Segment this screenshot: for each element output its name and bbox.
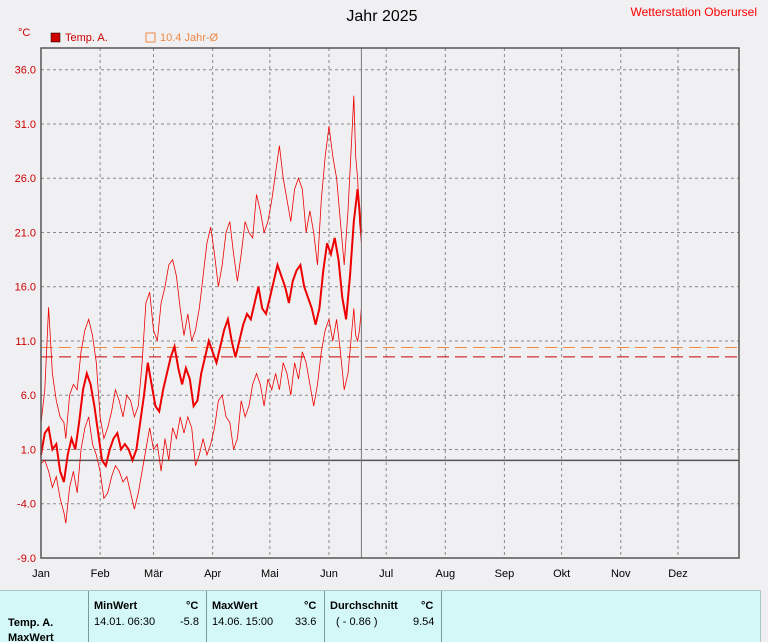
legend-label-avg: 10.4 Jahr-Ø [160, 32, 219, 44]
y-tick-label: 1.0 [21, 444, 36, 456]
y-unit-label: °C [18, 27, 30, 39]
x-axis: Jan Feb Mär Apr Mai Jun Jul Aug Sep Okt Nov Dez [32, 568, 688, 580]
series-max-line [40, 95, 362, 441]
x-tick-label: Nov [611, 568, 631, 580]
stats-max-value: 33.6 [295, 616, 317, 628]
stats-avg-delta: ( - 0.86 ) [336, 616, 378, 628]
x-tick-label: Sep [495, 568, 515, 580]
stats-max-title: MaxWert [212, 600, 258, 612]
stats-row-label-temp: Temp. A. [8, 617, 54, 629]
stats-row-label-max: MaxWert [8, 632, 54, 642]
station-name: Wetterstation Oberursel [631, 5, 758, 19]
plot-frame [40, 47, 740, 559]
stats-min-value: -5.8 [180, 616, 199, 628]
y-tick-label: 16.0 [15, 282, 36, 294]
stats-max-date: 14.06. 15:00 [212, 616, 274, 628]
x-tick-label: Apr [204, 568, 221, 580]
y-tick-label: 11.0 [15, 336, 36, 348]
x-tick-label: Aug [436, 568, 456, 580]
legend-swatch-temp [50, 32, 61, 43]
grid [41, 48, 739, 559]
x-tick-label: Jul [379, 568, 393, 580]
x-tick-label: Jan [32, 568, 50, 580]
stats-separator [324, 591, 325, 642]
x-tick-label: Mär [144, 568, 163, 580]
y-tick-label: 21.0 [15, 227, 36, 239]
legend: Temp. A. 10.4 Jahr-Ø [50, 32, 219, 44]
series-min-line [40, 308, 362, 524]
temperature-chart: Jahr 2025 Wetterstation Oberursel °C Tem… [15, 5, 758, 580]
legend-label-temp: Temp. A. [65, 32, 108, 44]
x-tick-label: Jun [320, 568, 338, 580]
stats-avg-title: Durchschnitt [330, 600, 398, 612]
stats-min-title: MinWert [94, 600, 138, 612]
plot-area [41, 48, 739, 558]
series-mean-line [40, 188, 363, 483]
stats-avg-value: 9.54 [413, 616, 435, 628]
y-tick-label: 31.0 [15, 119, 36, 131]
y-tick-label: -9.0 [17, 553, 36, 565]
y-tick-label: 6.0 [21, 390, 36, 402]
x-tick-label: Dez [668, 568, 688, 580]
chart-title: Jahr 2025 [346, 8, 417, 25]
reference-lines [41, 346, 739, 462]
y-tick-label: -4.0 [17, 499, 36, 511]
y-tick-label: 26.0 [15, 173, 36, 185]
stats-separator [88, 591, 89, 642]
stats-min-unit: °C [186, 600, 199, 612]
stats-avg-unit: °C [421, 600, 434, 612]
stats-panel: Temp. A. MaxWert MinWert °C 14.01. 06:30… [0, 590, 761, 642]
x-tick-label: Okt [553, 568, 570, 580]
stats-separator [441, 591, 442, 642]
stats-separator [206, 591, 207, 642]
x-tick-label: Feb [91, 568, 110, 580]
legend-swatch-avg [145, 32, 156, 43]
stats-max-unit: °C [304, 600, 317, 612]
y-tick-label: 36.0 [15, 65, 36, 77]
series-layer [40, 95, 363, 524]
stats-min-date: 14.01. 06:30 [94, 616, 156, 628]
x-tick-label: Mai [261, 568, 279, 580]
y-axis: 36.0 31.0 26.0 21.0 16.0 11.0 6.0 1.0 -4.0 -9.0 [15, 65, 36, 565]
